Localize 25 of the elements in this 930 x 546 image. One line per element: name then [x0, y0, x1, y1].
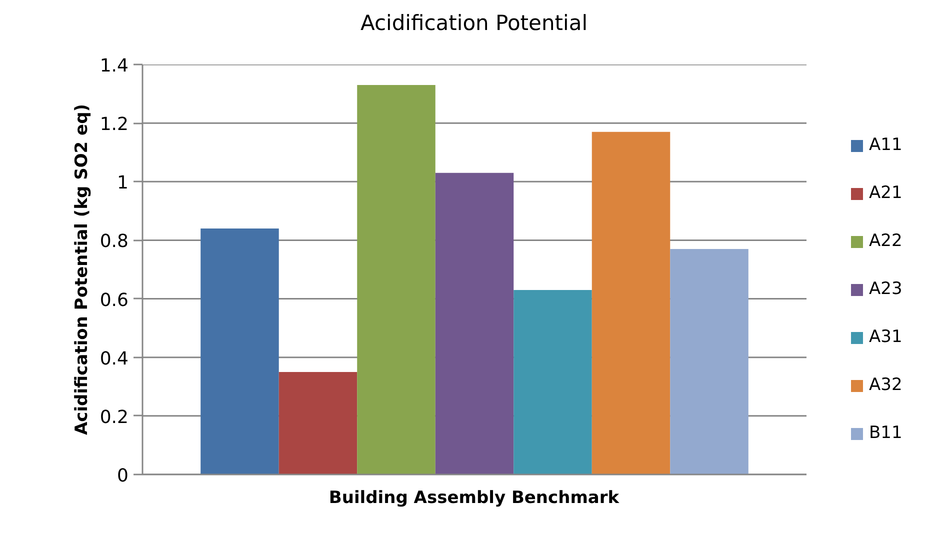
y-tick-label: 0.4	[100, 348, 129, 370]
legend-label: A22	[869, 231, 902, 251]
x-axis-title: Building Assembly Benchmark	[328, 487, 620, 510]
y-tick-label: 0.2	[100, 406, 129, 428]
y-axis-title: Acidification Potential (kg SO2 eq)	[72, 104, 92, 435]
legend-label: A32	[869, 375, 902, 395]
legend-label: A23	[869, 279, 902, 299]
y-tick-label: 1.2	[100, 114, 129, 136]
bar	[514, 290, 592, 474]
bar	[278, 372, 358, 474]
y-tick-label: 1.4	[100, 56, 129, 76]
bar	[200, 228, 279, 474]
y-tick-label: 0.8	[100, 231, 129, 252]
chart-title: Acidification Potential	[360, 10, 588, 37]
bar	[357, 85, 436, 474]
legend-label: B11	[869, 423, 902, 443]
bar	[435, 172, 514, 474]
y-tick-label: 0.6	[100, 290, 129, 311]
bar	[592, 132, 670, 474]
legend-label: A21	[869, 183, 902, 203]
y-tick-label: 0	[117, 466, 128, 486]
legend-label: A11	[869, 135, 902, 155]
legend-label: A31	[869, 327, 902, 347]
y-tick-label: 1	[117, 172, 128, 194]
bar	[670, 249, 748, 474]
